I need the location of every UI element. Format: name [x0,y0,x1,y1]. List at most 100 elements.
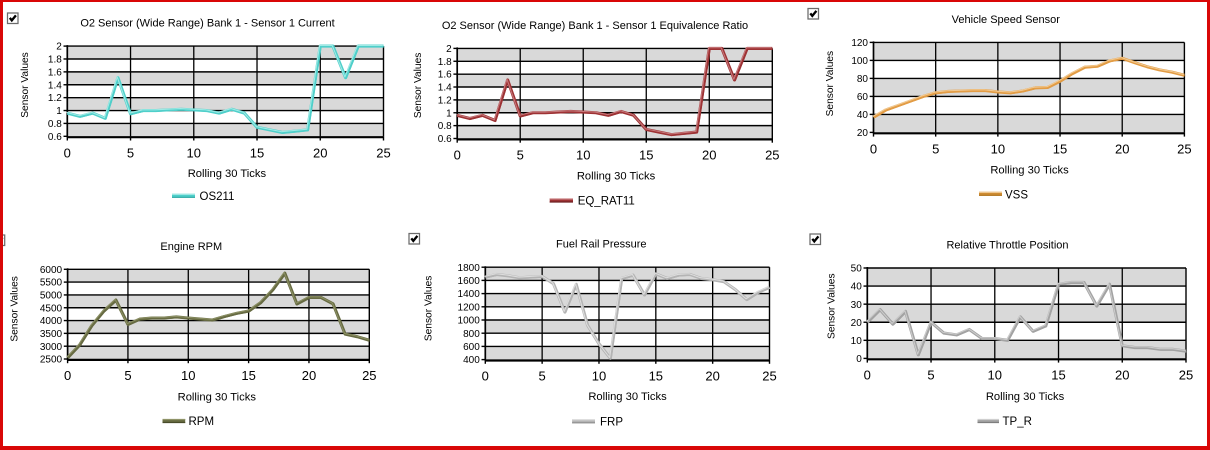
svg-text:25: 25 [762,369,776,384]
svg-text:1800: 1800 [458,263,481,274]
svg-text:EQ_RAT11: EQ_RAT11 [578,196,635,208]
svg-text:0: 0 [870,141,877,156]
svg-text:5: 5 [517,148,524,163]
svg-text:25: 25 [1179,367,1193,382]
svg-text:1.2: 1.2 [438,95,452,106]
svg-text:0: 0 [864,367,871,382]
svg-text:RPM: RPM [189,416,215,428]
svg-text:120: 120 [851,38,868,49]
svg-text:15: 15 [250,145,264,160]
svg-text:20: 20 [851,318,863,329]
svg-text:5: 5 [539,369,546,384]
svg-text:25: 25 [376,145,390,160]
svg-text:2500: 2500 [40,355,63,366]
svg-text:Sensor Values: Sensor Values [825,51,836,117]
svg-text:1000: 1000 [458,316,481,327]
svg-text:Sensor Values: Sensor Values [413,53,424,119]
svg-text:10: 10 [187,145,201,160]
svg-text:10: 10 [576,148,590,163]
svg-text:Fuel Rail Pressure: Fuel Rail Pressure [556,239,646,251]
svg-text:Engine RPM: Engine RPM [160,241,222,253]
svg-text:0.8: 0.8 [438,121,452,132]
svg-text:1400: 1400 [458,289,481,300]
svg-text:15: 15 [1053,141,1067,156]
svg-text:10: 10 [988,367,1002,382]
svg-text:0: 0 [482,369,489,384]
svg-text:2: 2 [56,42,62,53]
svg-text:VSS: VSS [1005,190,1028,202]
svg-text:10: 10 [851,336,863,347]
svg-text:10: 10 [991,141,1005,156]
svg-text:0.6: 0.6 [438,134,452,145]
svg-text:0: 0 [64,145,71,160]
svg-text:Sensor Values: Sensor Values [827,273,838,339]
svg-text:Rolling 30 Ticks: Rolling 30 Ticks [178,392,257,404]
svg-text:20: 20 [302,368,316,383]
svg-text:20: 20 [313,145,327,160]
svg-text:Sensor Values: Sensor Values [20,52,31,118]
svg-text:1.4: 1.4 [48,80,62,91]
svg-text:0: 0 [454,148,461,163]
svg-text:1.8: 1.8 [438,57,452,68]
svg-text:0: 0 [856,354,862,365]
svg-text:1.6: 1.6 [48,67,62,78]
svg-text:FRP: FRP [600,416,623,428]
svg-text:5: 5 [127,145,134,160]
svg-text:10: 10 [592,369,606,384]
svg-text:600: 600 [463,342,480,353]
svg-text:1.4: 1.4 [438,83,452,94]
svg-text:5: 5 [927,367,934,382]
svg-text:400: 400 [463,355,480,366]
svg-text:25: 25 [362,368,376,383]
svg-text:5: 5 [124,368,131,383]
svg-text:TP_R: TP_R [1003,416,1032,428]
svg-text:40: 40 [857,110,869,121]
svg-text:Relative Throttle Position: Relative Throttle Position [946,240,1068,252]
svg-text:20: 20 [857,128,869,139]
svg-text:1.8: 1.8 [48,55,62,66]
svg-text:Rolling 30 Ticks: Rolling 30 Ticks [188,168,267,180]
svg-text:15: 15 [1051,367,1065,382]
svg-text:4500: 4500 [40,303,63,314]
svg-text:15: 15 [241,368,255,383]
svg-text:30: 30 [851,300,863,311]
svg-text:20: 20 [702,148,716,163]
svg-text:15: 15 [639,148,653,163]
svg-text:25: 25 [1177,141,1191,156]
svg-text:0.6: 0.6 [48,132,62,143]
svg-text:1600: 1600 [458,276,481,287]
svg-text:OS211: OS211 [200,191,235,203]
svg-text:0: 0 [64,368,71,383]
svg-text:80: 80 [857,74,869,85]
svg-text:Vehicle Speed Sensor: Vehicle Speed Sensor [952,14,1061,26]
svg-text:Rolling 30 Ticks: Rolling 30 Ticks [986,391,1065,403]
svg-text:800: 800 [463,329,480,340]
svg-text:0.8: 0.8 [48,119,62,130]
svg-text:25: 25 [765,148,779,163]
svg-text:O2 Sensor (Wide Range) Bank 1: O2 Sensor (Wide Range) Bank 1 - Sensor 1… [80,18,334,30]
svg-text:1: 1 [446,108,452,119]
svg-text:Sensor Values: Sensor Values [423,276,434,342]
svg-text:Sensor Values: Sensor Values [9,276,20,342]
svg-text:20: 20 [705,369,719,384]
svg-text:1: 1 [56,106,62,117]
svg-text:4000: 4000 [40,316,63,327]
svg-text:Rolling 30 Ticks: Rolling 30 Ticks [990,164,1069,176]
svg-text:Rolling 30 Ticks: Rolling 30 Ticks [588,391,667,403]
svg-text:1.6: 1.6 [438,70,452,81]
svg-text:O2 Sensor (Wide Range) Bank 1: O2 Sensor (Wide Range) Bank 1 - Sensor 1… [442,20,748,32]
svg-text:1200: 1200 [458,302,481,313]
svg-text:5000: 5000 [40,291,63,302]
svg-text:50: 50 [851,264,863,275]
svg-text:5: 5 [932,141,939,156]
svg-text:15: 15 [649,369,663,384]
svg-text:40: 40 [851,282,863,293]
svg-text:60: 60 [857,92,869,103]
svg-text:100: 100 [851,56,868,67]
svg-text:2: 2 [446,44,452,55]
svg-text:3500: 3500 [40,329,63,340]
svg-text:6000: 6000 [40,265,63,276]
svg-text:10: 10 [181,368,195,383]
svg-text:3000: 3000 [40,342,63,353]
svg-text:Rolling 30 Ticks: Rolling 30 Ticks [577,171,656,183]
